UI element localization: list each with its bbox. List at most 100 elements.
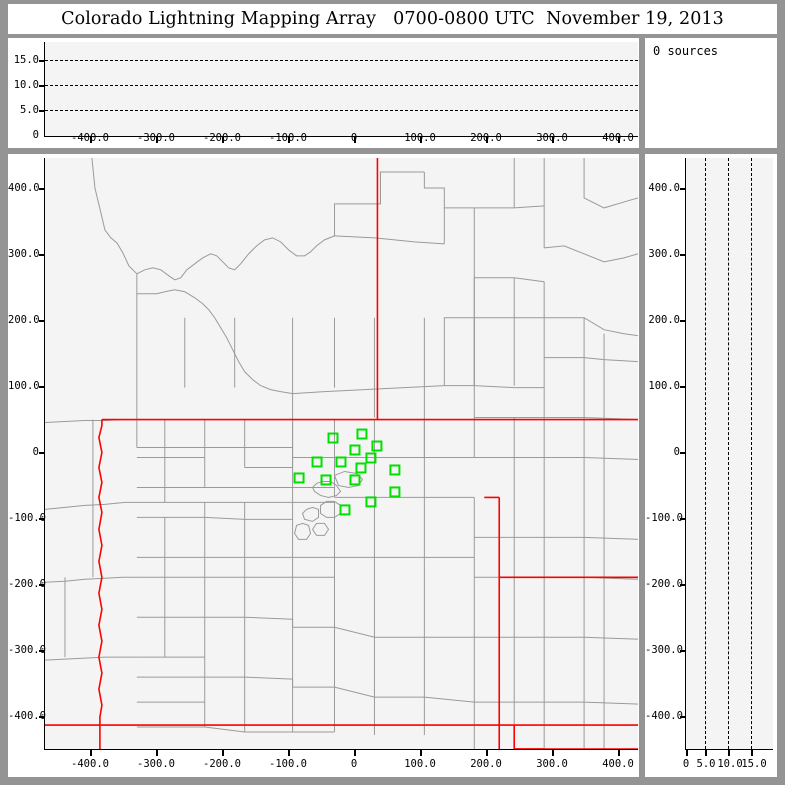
eh-ytickmark-5: [680, 518, 686, 520]
source-marker: [349, 444, 361, 456]
map-ytick-2: 200.0: [8, 314, 40, 326]
map-xtick-7: 300.0: [536, 758, 568, 770]
th-xtick-4: 0: [350, 132, 358, 144]
map-ytick-6: -200.0: [8, 578, 46, 590]
eh-ytick-7: -300.0: [645, 644, 683, 656]
gridline-10: [45, 85, 638, 86]
th-xtickmark-0: [90, 137, 92, 143]
th-ytickmark-1: [39, 85, 45, 87]
eh-ytick-1: 300.0: [648, 248, 680, 260]
th-ytick-0: 15.0: [13, 54, 39, 66]
county-borders-north-east: [184, 158, 638, 498]
eh-ytickmark-0: [680, 188, 686, 190]
th-xtick-8: 400.0: [602, 132, 634, 144]
th-xtickmark-4: [354, 137, 356, 143]
map-xtickmark-6: [486, 750, 488, 756]
source-marker: [349, 474, 361, 486]
eh-xtickmark-0: [686, 750, 688, 756]
eh-xtickmark-1: [705, 750, 707, 756]
map-xtickmark-8: [618, 750, 620, 756]
th-xtickmark-8: [618, 137, 620, 143]
map-xtickmark-5: [420, 750, 422, 756]
map-xtickmark-2: [222, 750, 224, 756]
map-xtick-6: 200.0: [470, 758, 502, 770]
map-ytickmark-3: [39, 386, 45, 388]
eh-ytick-2: 200.0: [648, 314, 680, 326]
map-ytickmark-2: [39, 320, 45, 322]
map-ytick-5: -100.0: [8, 512, 46, 524]
eh-ytickmark-4: [680, 452, 686, 454]
vhf-source-markers: [293, 428, 401, 516]
map-ytick-1: 300.0: [8, 248, 40, 260]
map-ytickmark-4: [39, 452, 45, 454]
th-xtickmark-5: [420, 137, 422, 143]
th-xtickmark-1: [156, 137, 158, 143]
eh-ytick-0: 400.0: [648, 182, 680, 194]
sources-count-panel: 0 sources: [645, 38, 777, 148]
eh-ytickmark-8: [680, 716, 686, 718]
source-marker: [365, 496, 377, 508]
eh-xtick-1: 5.0: [696, 758, 716, 770]
th-xtickmark-7: [552, 137, 554, 143]
source-marker: [293, 472, 305, 484]
map-geometry: [45, 158, 638, 749]
map-xtick-8: 400.0: [602, 758, 634, 770]
map-xtick-1: -300.0: [137, 758, 175, 770]
source-marker: [389, 486, 401, 498]
source-marker: [335, 456, 347, 468]
th-ytickmark-2: [39, 110, 45, 112]
map-ytick-0: 400.0: [8, 182, 40, 194]
map-xtick-0: -400.0: [71, 758, 109, 770]
gridline-5: [705, 158, 706, 749]
eh-xtick-0: 0: [682, 758, 690, 770]
map-ytickmark-7: [39, 650, 45, 652]
source-marker: [339, 504, 351, 516]
th-xtickmark-6: [486, 137, 488, 143]
plan-view-map-plot-area[interactable]: [44, 158, 638, 750]
east-height-panel: 400.0 300.0 200.0 100.0 0 -100.0 -200.0 …: [645, 154, 777, 777]
denver-metro-detail: [294, 470, 364, 540]
th-ytick-2: 5.0: [20, 104, 39, 116]
th-xtick-6: 200.0: [470, 132, 502, 144]
map-ytickmark-1: [39, 254, 45, 256]
source-marker: [327, 432, 339, 444]
map-xtick-3: -100.0: [269, 758, 307, 770]
th-xtick-2: -200.0: [203, 132, 241, 144]
th-xtickmark-2: [222, 137, 224, 143]
source-marker: [389, 464, 401, 476]
eh-ytick-3: 100.0: [648, 380, 680, 392]
eh-ytick-8: -400.0: [645, 710, 683, 722]
map-xtickmark-3: [288, 750, 290, 756]
map-xtick-4: 0: [350, 758, 358, 770]
time-height-plot-area[interactable]: [44, 42, 638, 137]
page-title-text: Colorado Lightning Mapping Array 0700-08…: [61, 9, 724, 29]
gridline-15: [45, 60, 638, 61]
eh-ytick-6: -200.0: [645, 578, 683, 590]
map-ytickmark-0: [39, 188, 45, 190]
source-marker: [311, 456, 323, 468]
source-marker: [365, 452, 377, 464]
eh-ytickmark-2: [680, 320, 686, 322]
th-ytickmark-0: [39, 60, 45, 62]
th-xtick-5: 100.0: [404, 132, 436, 144]
source-marker: [320, 474, 332, 486]
map-ytickmark-5: [39, 518, 45, 520]
map-ytick-7: -300.0: [8, 644, 46, 656]
eh-ytick-5: -100.0: [645, 512, 683, 524]
th-ytick-1: 10.0: [13, 79, 39, 91]
eh-ytickmark-1: [680, 254, 686, 256]
east-height-plot-area[interactable]: [685, 158, 773, 750]
map-ytickmark-6: [39, 584, 45, 586]
map-xtickmark-4: [354, 750, 356, 756]
eh-ytickmark-6: [680, 584, 686, 586]
eh-xtickmark-2: [728, 750, 730, 756]
eh-ytick-4: 0: [673, 446, 680, 458]
th-ytick-3: 0: [32, 129, 39, 141]
gridline-5: [45, 110, 638, 111]
th-xtick-1: -300.0: [137, 132, 175, 144]
map-xtickmark-0: [90, 750, 92, 756]
map-xtick-2: -200.0: [203, 758, 241, 770]
plan-view-map-panel: 400.0 300.0 200.0 100.0 0 -100.0 -200.0 …: [8, 154, 639, 777]
source-marker: [371, 440, 383, 452]
